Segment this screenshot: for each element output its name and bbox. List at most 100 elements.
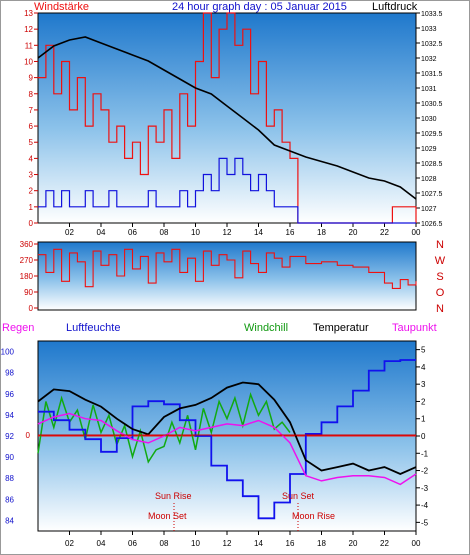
compass-label: N [436, 239, 444, 251]
pressure-tick-label: 1033.5 [421, 11, 443, 18]
wind-tick-label: 13 [24, 9, 33, 18]
direction-y-axis: 0 90 180 270 360 [20, 240, 38, 313]
pressure-tick-label: 1030.5 [421, 101, 443, 108]
x-tick-label: 10 [191, 539, 200, 548]
x-tick-label: 06 [128, 539, 137, 548]
humidity-tick-label: 100 [1, 348, 15, 357]
pressure-tick-label: 1030 [421, 116, 437, 123]
x-tick-label: 04 [97, 228, 106, 237]
temperature-tick-label: 5 [421, 346, 426, 355]
temperature-tick-label: -5 [421, 518, 429, 527]
x-tick-label: 16 [286, 228, 295, 237]
x-tick-label: 08 [160, 228, 169, 237]
moon-set-annotation: Moon Set [148, 511, 187, 521]
pressure-tick-label: 1028 [421, 176, 437, 183]
pressure-tick-label: 1027 [421, 206, 437, 213]
x-tick-label: 18 [317, 539, 326, 548]
compass-label: O [436, 287, 445, 299]
wind-tick-label: 1 [29, 203, 34, 212]
pressure-tick-label: 1031 [421, 86, 437, 93]
pressure-line [37, 36, 417, 200]
humidity-line [38, 359, 416, 520]
wind-pressure-plot-area [37, 12, 417, 224]
temperature-tick-label: -4 [421, 501, 429, 510]
humidity-y-axis: 84 86 88 90 92 94 96 98 100 [1, 348, 15, 526]
windchill-line [37, 392, 291, 464]
direction-tick-label: 90 [24, 288, 33, 297]
luftdruck-label: Luftdruck [372, 1, 418, 13]
wind-direction-line [38, 248, 417, 289]
wind-tick-label: 2 [29, 187, 34, 196]
regen-label: Regen [2, 322, 34, 334]
wind-x-axis: 02 04 06 08 10 12 14 16 18 20 22 00 [65, 223, 421, 237]
wind-tick-label: 10 [24, 57, 33, 66]
dewpoint-line [37, 412, 417, 486]
pressure-tick-label: 1033 [421, 26, 437, 33]
x-tick-label: 14 [254, 539, 263, 548]
wind-tick-label: 8 [29, 90, 34, 99]
wind-tick-label: 7 [29, 106, 34, 115]
humidity-tick-label: 94 [5, 411, 14, 420]
temperature-tick-label: -2 [421, 467, 429, 476]
pressure-tick-label: 1027.5 [421, 191, 443, 198]
moon-rise-annotation: Moon Rise [292, 511, 335, 521]
wind-tick-label: 12 [24, 25, 33, 34]
temp-x-axis: 02 04 06 08 10 12 14 16 18 20 22 00 [65, 531, 421, 548]
pressure-tick-label: 1032.5 [421, 41, 443, 48]
x-tick-label: 20 [349, 539, 358, 548]
pressure-tick-label: 1028.5 [421, 161, 443, 168]
x-tick-label: 10 [191, 228, 200, 237]
direction-tick-label: 0 [29, 304, 34, 313]
humidity-tick-label: 84 [5, 516, 14, 525]
wind-average-line [38, 157, 416, 224]
pressure-tick-label: 1031.5 [421, 71, 443, 78]
wind-pressure-series [37, 12, 417, 224]
temperature-y-axis: -5 -4 -3 -2 -1 0 1 2 3 4 5 [416, 346, 429, 527]
humidity-tick-label: 86 [5, 495, 14, 504]
temperatur-label: Temperatur [313, 322, 369, 334]
pressure-tick-label: 1029.5 [421, 131, 443, 138]
temperature-tick-label: 2 [421, 397, 426, 406]
sun-rise-annotation: Sun Rise [155, 491, 192, 501]
x-tick-label: 04 [97, 539, 106, 548]
temperature-tick-label: 0 [421, 432, 426, 441]
taupunkt-label: Taupunkt [392, 322, 437, 334]
windstaerke-label: Windstärke [34, 1, 89, 13]
wind-tick-label: 4 [29, 154, 34, 163]
temperature-tick-label: 1 [421, 415, 426, 424]
temperature-line [37, 381, 417, 475]
wind-tick-label: 5 [29, 138, 34, 147]
zero-label: 0 [26, 431, 31, 440]
humidity-tick-label: 98 [5, 369, 14, 378]
temperature-tick-label: 3 [421, 380, 426, 389]
humidity-tick-label: 90 [5, 453, 14, 462]
x-tick-label: 06 [128, 228, 137, 237]
compass-label: W [435, 255, 446, 267]
direction-tick-label: 270 [20, 256, 34, 265]
x-tick-label: 14 [254, 228, 263, 237]
wind-tick-label: 0 [29, 219, 34, 228]
wind-gust-line [38, 12, 417, 224]
compass-label: S [436, 271, 443, 283]
wind-tick-label: 3 [29, 171, 34, 180]
pressure-tick-label: 1029 [421, 146, 437, 153]
luftfeuchte-label: Luftfeuchte [66, 322, 120, 334]
x-tick-label: 12 [223, 228, 232, 237]
x-tick-label: 22 [380, 228, 389, 237]
humidity-tick-label: 96 [5, 390, 14, 399]
temperature-tick-label: -3 [421, 484, 429, 493]
x-tick-label: 00 [412, 228, 421, 237]
direction-series [38, 248, 417, 289]
compass-label: N [436, 303, 444, 315]
humidity-tick-label: 88 [5, 474, 14, 483]
x-tick-label: 02 [65, 539, 74, 548]
x-tick-label: 16 [286, 539, 295, 548]
x-tick-label: 20 [349, 228, 358, 237]
humidity-tick-label: 92 [5, 432, 14, 441]
direction-plot-area [37, 241, 417, 311]
windchill-label: Windchill [244, 322, 288, 334]
